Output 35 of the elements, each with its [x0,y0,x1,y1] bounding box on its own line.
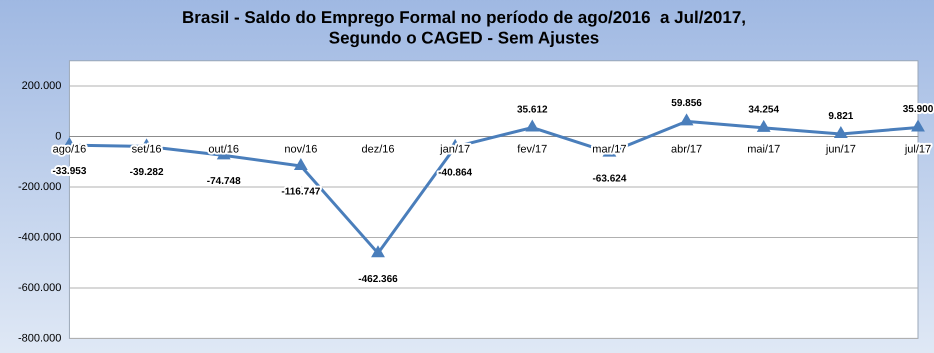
point [835,128,847,138]
data-label: -39.282 [130,167,164,178]
y-tick-label: -600.000 [18,282,62,294]
data-label: -40.864 [438,168,473,179]
data-label: 35.612 [516,104,548,116]
point [526,121,538,132]
data-label: 9.821 [828,110,854,122]
x-tick-label: fev/17 [517,144,548,156]
point [758,121,770,132]
data-label: 59.856 [671,98,702,110]
text: Brasil - Saldo do Emprego Formal no período de ago/2016 a Jul/2017, [182,8,746,27]
point [295,159,307,170]
y-tick-label: -800.000 [18,332,62,344]
x-tick-label: jul/17 [904,144,932,156]
text: Segundo o CAGED - Sem Ajustes [328,28,600,48]
data-label: 34.254 [748,104,780,116]
x-tick-label: nov/16 [284,144,318,156]
data-label: -74.748 [206,176,242,188]
x-tick-label: abr/17 [670,144,702,156]
data-label: -33.953 [52,166,87,177]
data-label: -63.624 [592,173,627,184]
data-label: -116.747 [281,186,321,198]
data-label: -462.366 [358,274,398,285]
y-tick-label: -400.000 [18,231,62,244]
x-tick-label: ago/16 [52,144,86,156]
y-tick-label: -200.000 [18,181,62,194]
data-label: 35.900 [902,104,934,116]
y-tick-label: 0 [55,130,62,143]
x-tick-label: jun/17 [824,144,856,156]
x-tick-label: dez/16 [361,144,395,156]
y-tick-label: 200.000 [22,80,62,92]
point [912,120,924,132]
point [680,114,692,126]
point [372,246,384,258]
x-tick-label: mai/17 [747,144,780,156]
